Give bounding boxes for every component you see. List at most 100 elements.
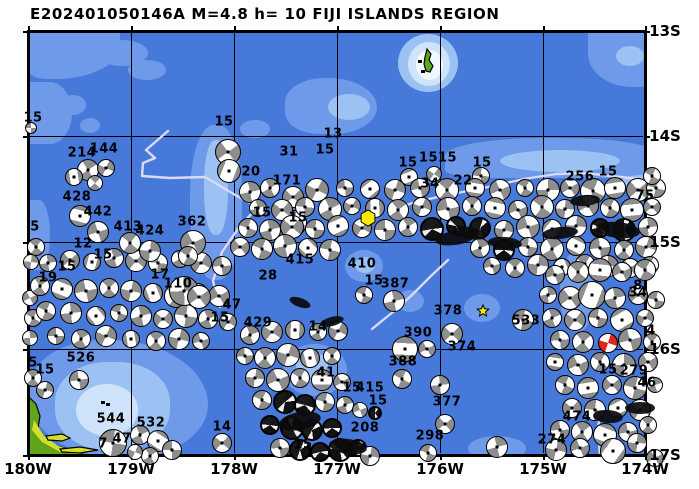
beachball-focal-mechanism <box>146 331 166 351</box>
beachball-axis-dot <box>306 246 310 250</box>
depth-label: 279 <box>619 363 649 379</box>
beachball-focal-mechanism <box>323 347 341 365</box>
beachball-axis-dot <box>161 317 165 321</box>
beachball-axis-dot <box>622 248 626 252</box>
beachball-focal-mechanism <box>419 444 437 462</box>
beachball-focal-mechanism <box>60 302 82 324</box>
beachball-axis-dot <box>199 261 203 265</box>
beachball-axis-dot <box>303 205 307 209</box>
beachball-focal-mechanism <box>99 429 127 457</box>
beachball-axis-dot <box>598 268 602 272</box>
beachball-axis-dot <box>580 430 584 434</box>
beachball-axis-dot <box>129 289 133 293</box>
beachball-focal-mechanism <box>74 279 98 303</box>
beachball-axis-dot <box>343 403 347 407</box>
beachball-axis-dot <box>392 299 396 303</box>
beachball-axis-dot <box>313 227 317 231</box>
beachball-axis-dot <box>650 340 654 344</box>
lon-tick-label: 175W <box>519 460 567 478</box>
depth-label: 15 <box>252 205 272 221</box>
beachball-focal-mechanism <box>333 373 351 391</box>
beachball-axis-dot <box>199 339 203 343</box>
depth-label: 377 <box>432 394 462 410</box>
beachball-axis-dot <box>438 383 442 387</box>
axis-tick <box>645 136 650 138</box>
beachball-focal-mechanism <box>198 309 218 329</box>
depth-label: 429 <box>243 315 273 331</box>
beachball-axis-dot <box>86 168 90 172</box>
beachball-focal-mechanism <box>392 336 418 362</box>
beachball-axis-dot <box>246 226 250 230</box>
depth-label: 75 <box>635 188 655 204</box>
beachball-focal-mechanism <box>39 254 57 272</box>
depth-label: 20 <box>241 164 261 180</box>
beachball-axis-dot <box>34 245 38 249</box>
beachball-focal-mechanism <box>153 309 173 329</box>
beachball-axis-dot <box>220 264 224 268</box>
depth-label: 28 <box>258 268 278 284</box>
beachball-axis-dot <box>283 244 287 248</box>
depth-label: 31 <box>279 144 299 160</box>
beachball-focal-mechanism <box>636 309 654 327</box>
depth-label: 7 <box>98 436 108 452</box>
beachball-axis-dot <box>450 332 454 336</box>
lat-tick-label: 13S <box>649 22 681 40</box>
depth-label: 15 <box>210 310 230 326</box>
depth-label: 5 <box>30 219 40 235</box>
depth-label: 15 <box>368 393 388 409</box>
beachball-focal-mechanism <box>240 325 260 345</box>
beachball-axis-dot <box>643 316 647 320</box>
beachball-axis-dot <box>148 454 152 458</box>
beachball-focal-mechanism <box>97 159 115 177</box>
axis-tick <box>23 31 28 33</box>
beachball-focal-mechanism <box>266 368 290 392</box>
depth-label: 47 <box>112 431 132 447</box>
beachball-focal-mechanism <box>643 167 661 185</box>
beachball-axis-dot <box>478 246 482 250</box>
beachball-axis-dot <box>550 316 554 320</box>
beachball-axis-dot <box>139 314 143 318</box>
beachball-focal-mechanism <box>245 368 265 388</box>
beachball-axis-dot <box>197 295 201 299</box>
beachball-axis-dot <box>558 338 562 342</box>
beachball-axis-dot <box>425 347 429 351</box>
beachball-axis-dot <box>77 378 81 382</box>
beachball-axis-dot <box>336 329 340 333</box>
beachball-focal-mechanism <box>86 306 106 326</box>
beachball-focal-mechanism <box>23 254 39 270</box>
beachball-axis-dot <box>276 378 280 382</box>
beachball-focal-mechanism <box>602 375 622 395</box>
axis-tick <box>23 136 28 138</box>
beachball-focal-mechanism <box>470 238 490 258</box>
beachball-axis-dot <box>90 260 94 264</box>
beachball-focal-mechanism <box>87 221 109 243</box>
axis-tick <box>543 455 545 460</box>
beachball-focal-mechanism <box>542 308 562 328</box>
beachball-focal-mechanism <box>384 179 406 201</box>
beachball-axis-dot <box>104 334 108 338</box>
beachball-focal-mechanism <box>139 240 161 262</box>
beachball-focal-mechanism <box>104 248 124 268</box>
beachball-focal-mechanism <box>530 195 554 219</box>
depth-label: 428 <box>62 189 92 205</box>
beachball-axis-dot <box>635 441 639 445</box>
beachball-axis-dot <box>516 208 520 212</box>
beachball-focal-mechanism <box>260 178 280 198</box>
beachball-axis-dot <box>286 353 290 357</box>
beachball-focal-mechanism <box>69 205 91 227</box>
depth-label: 47 <box>222 297 242 313</box>
beachball-axis-dot <box>653 456 657 460</box>
depth-label: 256 <box>565 169 595 185</box>
beachball-axis-dot <box>68 258 72 262</box>
beachball-axis-dot <box>473 186 477 190</box>
beachball-axis-dot <box>368 454 372 458</box>
beachball-axis-dot <box>646 360 650 364</box>
beachball-focal-mechanism <box>505 258 525 278</box>
beachball-focal-mechanism <box>545 265 565 285</box>
beachball-axis-dot <box>308 356 312 360</box>
lon-tick-label: 177W <box>313 460 361 478</box>
beachball-axis-dot <box>360 226 364 230</box>
beachball-focal-mechanism <box>290 368 310 388</box>
axis-tick <box>23 242 28 244</box>
beachball-focal-mechanism <box>285 320 305 340</box>
